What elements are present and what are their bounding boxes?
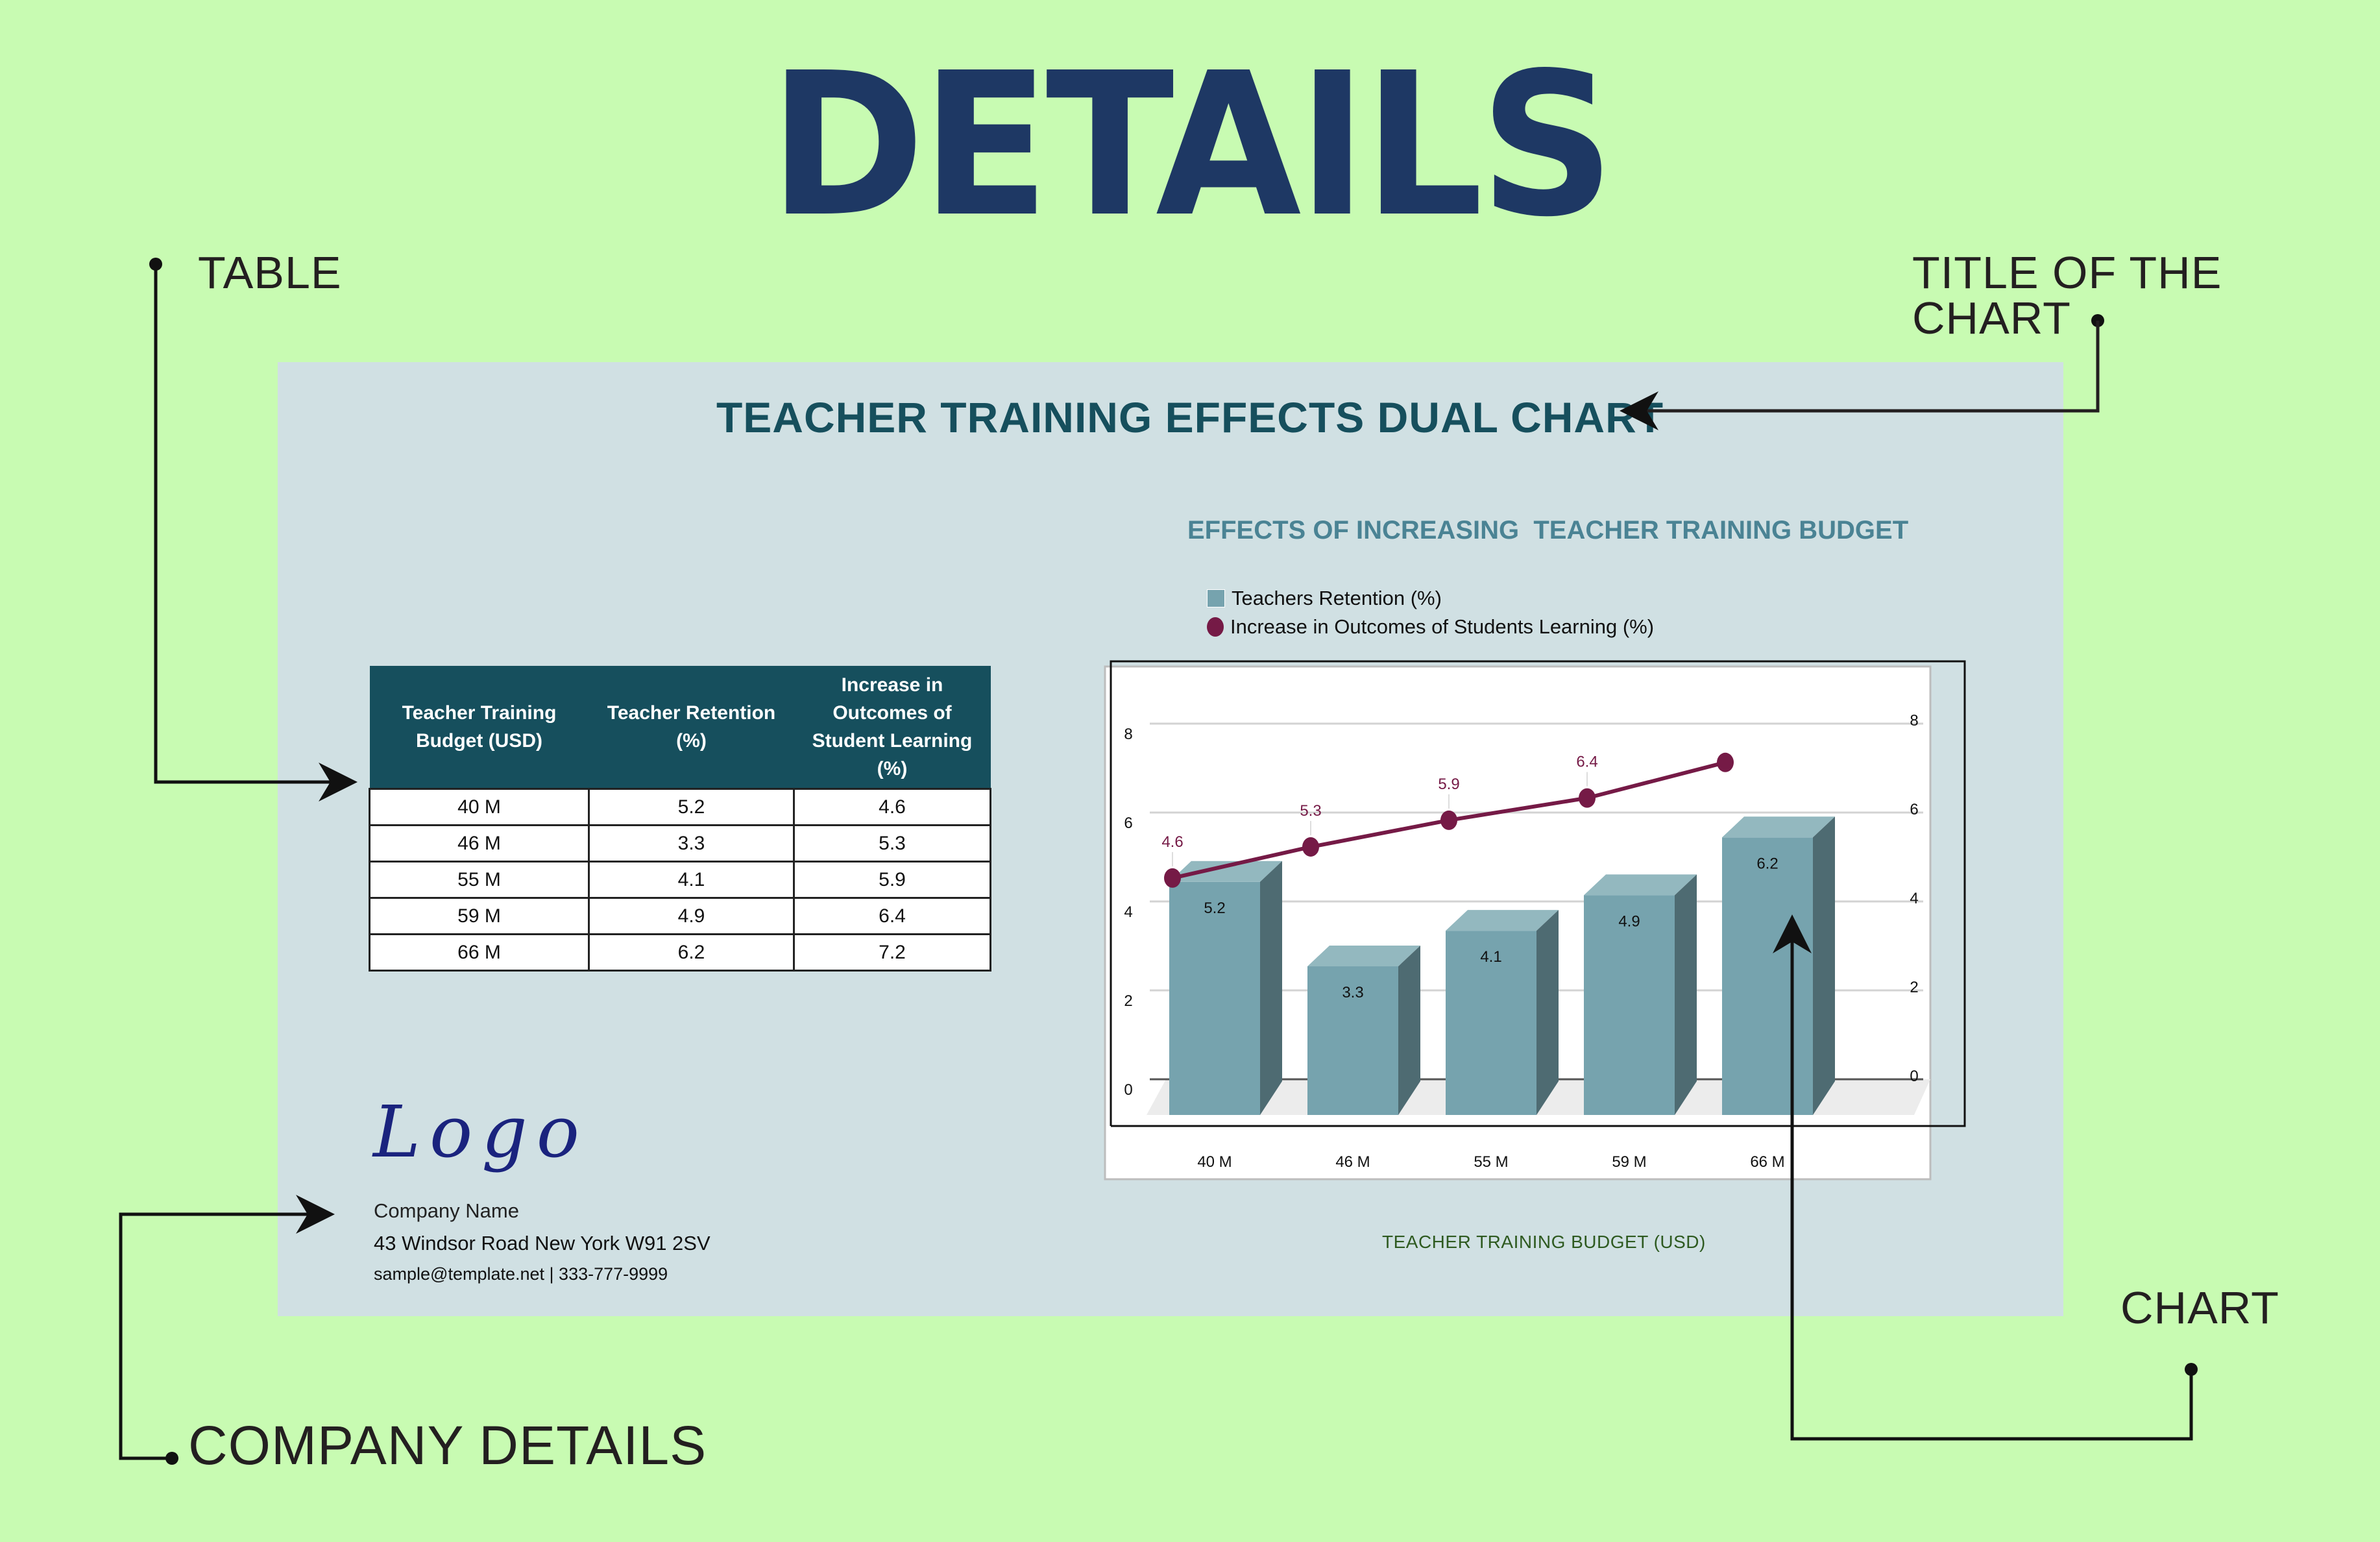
bar-value-label: 4.9 (1618, 912, 1640, 930)
line-value-label: 5.3 (1300, 802, 1321, 820)
table-cell: 55 M (369, 861, 590, 899)
chart-legend: Teachers Retention (%) Increase in Outco… (1207, 584, 1654, 641)
y-tick: 4 (1124, 903, 1132, 921)
dual-axis-chart: 8 6 4 2 0 8 6 4 2 0 5.23.34.14.96.2 4.65… (1104, 660, 1966, 1181)
table-cell: 3.3 (588, 824, 795, 863)
callout-title-of-chart: TITLE OF THE CHART (1912, 247, 2222, 343)
company-logo: Logo (373, 1090, 589, 1173)
x-tick: 40 M (1197, 1153, 1232, 1171)
bar: 5.2 (1169, 861, 1282, 1115)
bar-value-label: 6.2 (1756, 855, 1778, 872)
table-row: 55 M 4.1 5.9 (369, 861, 991, 899)
table-row: 46 M 3.3 5.3 (369, 824, 991, 863)
line-point (1440, 810, 1457, 830)
y-tick: 8 (1124, 726, 1132, 743)
table-cell: 46 M (369, 824, 590, 863)
bar: 4.1 (1446, 910, 1559, 1115)
table-header-row: Teacher Training Budget (USD) Teacher Re… (369, 666, 991, 789)
line-point (1164, 868, 1181, 888)
legend-label: Teachers Retention (%) (1232, 587, 1442, 609)
legend-square-icon (1207, 589, 1225, 607)
table-header-retention: Teacher Retention (%) (589, 666, 794, 789)
y-tick: 6 (1910, 801, 1918, 818)
bar: 3.3 (1307, 945, 1420, 1115)
connector-dot-icon (2185, 1363, 2198, 1376)
table-cell: 4.6 (793, 788, 991, 826)
chart-frame (1110, 660, 1966, 1127)
bar-value-label: 4.1 (1480, 948, 1501, 966)
x-tick: 46 M (1335, 1153, 1370, 1171)
line-value-label: 5.9 (1438, 776, 1459, 793)
table-cell: 40 M (369, 788, 590, 826)
x-axis-title: TEACHER TRAINING BUDGET (USD) (1382, 1232, 1706, 1252)
x-tick: 66 M (1750, 1153, 1784, 1171)
table-cell: 5.3 (793, 824, 991, 863)
table-cell: 66 M (369, 933, 590, 972)
y-tick: 4 (1910, 890, 1918, 907)
y-tick: 2 (1910, 979, 1918, 996)
table-cell: 5.9 (793, 861, 991, 899)
y-tick: 0 (1124, 1081, 1132, 1099)
y-tick: 2 (1124, 992, 1132, 1010)
y-tick: 8 (1910, 712, 1918, 729)
company-name: Company Name (374, 1199, 519, 1222)
table-cell: 4.1 (588, 861, 795, 899)
card-title: TEACHER TRAINING EFFECTS DUAL CHART (716, 393, 1664, 441)
bar-value-label: 3.3 (1342, 984, 1363, 1001)
callout-table: TABLE (198, 247, 342, 298)
table-cell: 6.2 (588, 933, 795, 972)
bar: 4.9 (1584, 874, 1697, 1115)
table-cell: 6.4 (793, 897, 991, 935)
line-value-label: 6.4 (1576, 753, 1597, 771)
chart-title: EFFECTS OF INCREASING TEACHER TRAINING B… (1187, 516, 1909, 545)
company-address: 43 Windsor Road New York W91 2SV (374, 1232, 710, 1254)
table-row: 40 M 5.2 4.6 (369, 788, 991, 826)
x-axis: 40 M 46 M 55 M 59 M 66 M (1197, 1153, 1784, 1171)
company-contact: sample@template.net | 333-777-9999 (374, 1264, 668, 1284)
table-header-budget: Teacher Training Budget (USD) (369, 666, 589, 789)
page-heading: DETAILS (768, 31, 1615, 261)
bar: 6.2 (1722, 816, 1835, 1115)
table-cell: 59 M (369, 897, 590, 935)
left-y-axis: 8 6 4 2 0 (1124, 726, 1132, 1099)
y-tick: 6 (1124, 814, 1132, 832)
line-point (1579, 788, 1596, 808)
bar-series: 5.2 3.3 4.1 4.9 6.2 (1169, 816, 1835, 1115)
callout-chart: CHART (2120, 1282, 2279, 1333)
line-point (1302, 837, 1319, 857)
table-header-outcomes: Increase in Outcomes of Student Learning… (794, 666, 991, 789)
table-cell: 4.9 (588, 897, 795, 935)
table-cell: 5.2 (588, 788, 795, 826)
legend-item-outcomes: Increase in Outcomes of Students Learnin… (1207, 613, 1654, 641)
legend-label: Increase in Outcomes of Students Learnin… (1230, 615, 1655, 638)
bar-value-label: 5.2 (1204, 900, 1225, 917)
legend-circle-icon (1207, 617, 1224, 637)
y-tick: 0 (1910, 1068, 1918, 1085)
connector-dot-icon (165, 1452, 178, 1465)
callout-company-details: COMPANY DETAILS (188, 1415, 707, 1476)
table-row: 66 M 6.2 7.2 (369, 933, 991, 972)
x-tick: 59 M (1612, 1153, 1646, 1171)
table-cell: 7.2 (793, 933, 991, 972)
table-row: 59 M 4.9 6.4 (369, 897, 991, 935)
line-series: 4.6 5.3 5.9 6.4 (1161, 752, 1734, 888)
connector-dot-icon (149, 258, 162, 271)
data-table: Teacher Training Budget (USD) Teacher Re… (369, 666, 991, 972)
line-value-label: 4.6 (1161, 833, 1183, 851)
x-tick: 55 M (1474, 1153, 1508, 1171)
line-point (1717, 752, 1734, 772)
legend-item-retention: Teachers Retention (%) (1207, 584, 1654, 613)
